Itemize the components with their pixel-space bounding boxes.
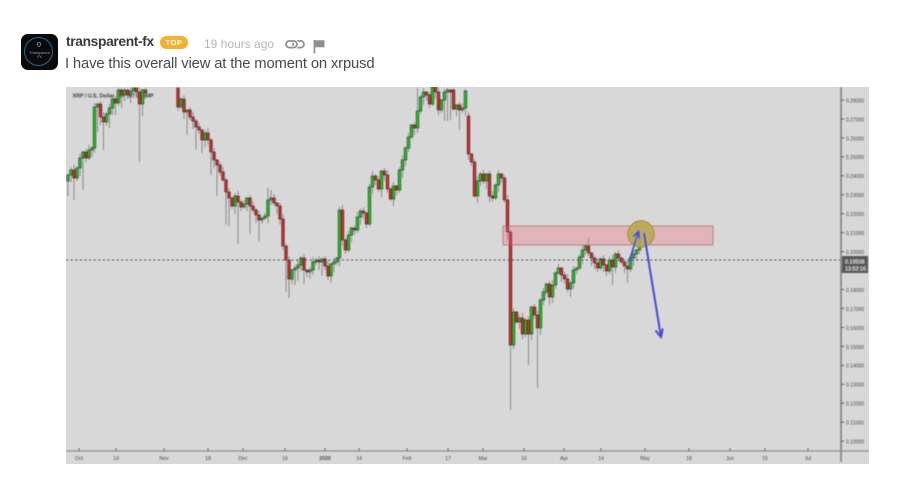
svg-text:0.13000: 0.13000 (846, 383, 864, 389)
svg-text:0.19508: 0.19508 (845, 260, 865, 266)
svg-text:14: 14 (356, 456, 362, 462)
svg-text:16: 16 (521, 456, 527, 462)
svg-text:Dec: Dec (238, 456, 248, 462)
svg-text:May: May (640, 456, 650, 462)
svg-text:Apr: Apr (560, 456, 568, 462)
svg-text:17: 17 (445, 456, 451, 462)
svg-text:0.24000: 0.24000 (846, 174, 864, 180)
svg-text:0.20000: 0.20000 (846, 250, 864, 256)
svg-text:18: 18 (205, 456, 211, 462)
svg-text:Jun: Jun (726, 456, 734, 462)
svg-text:0.27000: 0.27000 (846, 117, 864, 123)
svg-text:0.25000: 0.25000 (846, 155, 864, 161)
svg-text:0.18000: 0.18000 (846, 288, 864, 294)
svg-text:13:52:16: 13:52:16 (845, 267, 866, 273)
svg-text:XRP / U.S. Dollar, 1D, BITSTAM: XRP / U.S. Dollar, 1D, BITSTAMP (73, 94, 155, 100)
svg-text:0.17000: 0.17000 (846, 307, 864, 313)
svg-text:Feb: Feb (403, 456, 412, 462)
svg-text:0.12000: 0.12000 (846, 402, 864, 408)
svg-text:Jul: Jul (805, 456, 812, 462)
svg-text:0.22000: 0.22000 (846, 212, 864, 218)
svg-text:2020: 2020 (319, 456, 331, 462)
svg-text:Oct: Oct (75, 456, 84, 462)
svg-text:Nov: Nov (159, 456, 169, 462)
svg-text:0.23000: 0.23000 (846, 193, 864, 199)
svg-text:0.26000: 0.26000 (846, 136, 864, 142)
svg-text:0.10000: 0.10000 (846, 440, 864, 446)
svg-text:14: 14 (113, 456, 119, 462)
svg-text:0.28000: 0.28000 (846, 98, 864, 104)
svg-text:0.21000: 0.21000 (846, 231, 864, 237)
svg-text:14: 14 (598, 456, 604, 462)
svg-text:0.16000: 0.16000 (846, 326, 864, 332)
svg-text:15: 15 (762, 456, 768, 462)
svg-text:0.15000: 0.15000 (846, 345, 864, 351)
svg-text:18: 18 (686, 456, 692, 462)
svg-text:Mar: Mar (479, 456, 488, 462)
svg-text:0.14000: 0.14000 (846, 364, 864, 370)
svg-text:16: 16 (282, 456, 288, 462)
svg-text:0.11000: 0.11000 (846, 421, 864, 427)
